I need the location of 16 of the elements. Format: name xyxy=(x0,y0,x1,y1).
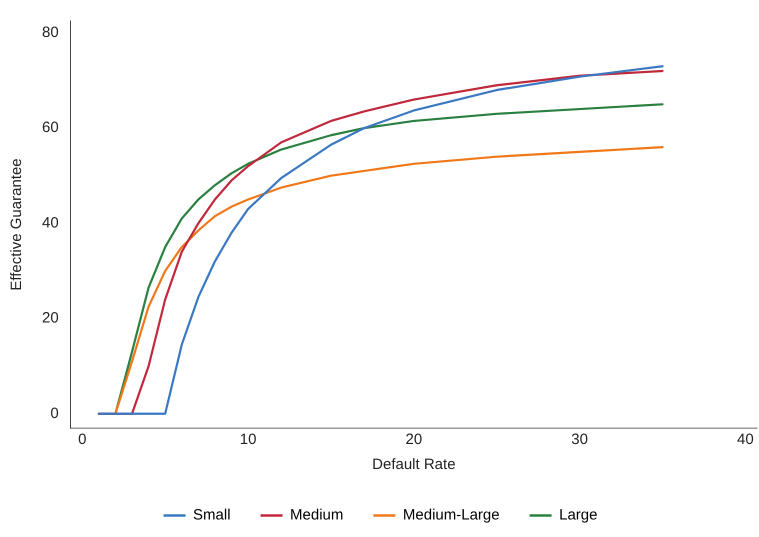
x-tick-label: 10 xyxy=(240,431,256,448)
y-tick-label: 0 xyxy=(50,404,59,422)
y-axis-title: Effective Guarantee xyxy=(8,158,26,291)
x-tick-label: 40 xyxy=(737,431,754,448)
legend-label: Medium xyxy=(290,506,344,524)
legend-label: Small xyxy=(193,506,231,524)
y-tick-label: 80 xyxy=(42,24,59,42)
x-axis-title: Default Rate xyxy=(372,456,456,474)
x-tick-label: 20 xyxy=(406,431,422,448)
legend-label: Large xyxy=(559,506,598,524)
x-tick-label: 0 xyxy=(78,431,86,448)
x-tick-label: 30 xyxy=(571,431,588,448)
y-tick-label: 20 xyxy=(42,310,59,327)
y-tick-label: 60 xyxy=(42,119,59,136)
y-tick-label: 40 xyxy=(42,214,59,232)
legend-label: Medium-Large xyxy=(402,506,500,524)
